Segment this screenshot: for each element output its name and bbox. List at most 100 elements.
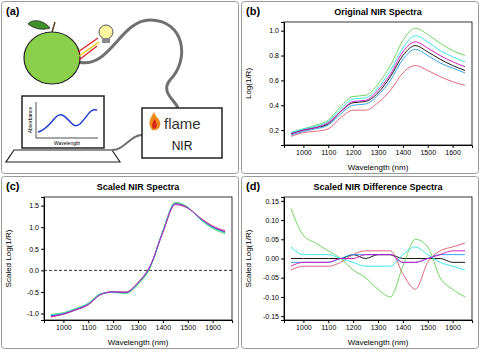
spectrum-line bbox=[291, 247, 465, 270]
flame-logo-outer bbox=[149, 112, 160, 130]
x-tick-label: 1300 bbox=[131, 324, 147, 331]
chart-panel: (c)Scaled NIR Spectra1000110012001300140… bbox=[4, 180, 233, 347]
y-tick: -0.5 bbox=[27, 289, 44, 296]
device-type: NIR bbox=[172, 139, 193, 153]
spectrum-line bbox=[291, 251, 465, 266]
y-tick-label: 0.6 bbox=[269, 77, 279, 84]
y-tick-mark bbox=[41, 227, 44, 228]
series-group bbox=[291, 209, 465, 297]
panel-label: (d) bbox=[246, 180, 260, 192]
y-tick-label: 1.5 bbox=[29, 202, 39, 209]
y-tick: 0.10 bbox=[265, 217, 284, 224]
spectrum-line bbox=[291, 36, 465, 133]
x-axis-title: Wavelength (nm) bbox=[348, 338, 409, 347]
chart-panel: (b)Original NIR Spectra10001100120013001… bbox=[244, 5, 473, 172]
series-group bbox=[291, 28, 465, 136]
x-tick-mark bbox=[303, 145, 304, 148]
chart-panel: (d)Scaled NIR Difference Spectra10001100… bbox=[244, 180, 473, 347]
x-tick-mark bbox=[378, 145, 379, 148]
series-group bbox=[44, 202, 232, 317]
y-tick-label: 0.15 bbox=[265, 198, 279, 205]
y-tick-label: 0.5 bbox=[29, 246, 39, 253]
y-tick-mark bbox=[41, 314, 44, 315]
x-tick: 1100 bbox=[81, 320, 96, 331]
y-tick-label: 0.05 bbox=[265, 236, 279, 243]
x-tick-label: 1200 bbox=[346, 149, 362, 156]
spectrum-line bbox=[291, 49, 465, 135]
y-tick-mark bbox=[281, 130, 284, 131]
panel-frame bbox=[2, 177, 239, 349]
y-tick-label: 0.10 bbox=[265, 217, 279, 224]
spectrum-line bbox=[51, 202, 225, 314]
y-tick-label: -0.5 bbox=[27, 289, 39, 296]
x-tick: 1500 bbox=[420, 145, 436, 156]
y-tick-mark bbox=[281, 278, 284, 279]
reference-line bbox=[44, 270, 232, 271]
x-tick: 1400 bbox=[396, 145, 412, 156]
y-tick-label: -1.0 bbox=[27, 310, 39, 317]
figure-svg: (a)AbsorbanceWavelengthflameNIR(b)Origin… bbox=[0, 0, 480, 350]
y-tick-mark bbox=[41, 206, 44, 207]
screen-axes bbox=[36, 102, 98, 138]
screen-x-label: Wavelength bbox=[54, 140, 80, 146]
panel-label: (a) bbox=[6, 5, 20, 17]
screen-y-label: Absorbance bbox=[27, 106, 33, 133]
y-tick-mark bbox=[41, 270, 44, 271]
x-tick-mark bbox=[88, 320, 89, 323]
x-tick-label: 1100 bbox=[321, 324, 336, 331]
x-axis-line bbox=[285, 146, 473, 149]
spectrum-line bbox=[51, 204, 225, 317]
x-tick-label: 1500 bbox=[420, 149, 436, 156]
figure: (a)AbsorbanceWavelengthflameNIR(b)Origin… bbox=[0, 0, 480, 350]
x-tick: 1600 bbox=[205, 320, 221, 331]
y-tick: -1.0 bbox=[27, 310, 44, 317]
laptop-screen bbox=[22, 96, 104, 148]
light-ray bbox=[79, 46, 97, 60]
x-tick-label: 1400 bbox=[156, 324, 172, 331]
spectrum-line bbox=[51, 204, 225, 316]
x-tick: 1300 bbox=[371, 145, 387, 156]
y-tick-label: 0.2 bbox=[269, 127, 279, 134]
x-tick-mark bbox=[353, 320, 354, 323]
x-tick-mark bbox=[163, 320, 164, 323]
x-tick: 1300 bbox=[371, 320, 387, 331]
y-tick: 0.0 bbox=[29, 267, 44, 274]
x-tick-label: 1100 bbox=[81, 324, 96, 331]
light-ray bbox=[79, 42, 99, 56]
x-tick-mark bbox=[328, 145, 329, 148]
x-tick: 1000 bbox=[296, 145, 312, 156]
x-tick: 1000 bbox=[56, 320, 72, 331]
y-tick-mark bbox=[281, 259, 284, 260]
y-tick: 0.05 bbox=[265, 236, 284, 243]
usb-cable bbox=[112, 135, 142, 150]
x-tick-mark bbox=[353, 145, 354, 148]
apple-leaf bbox=[28, 21, 50, 29]
spectrum-line bbox=[51, 203, 225, 315]
plot-area: 1000110012001300140015001600-1.0-0.50.00… bbox=[27, 197, 233, 331]
y-tick: 0.6 bbox=[269, 77, 284, 84]
panel-frame bbox=[242, 177, 479, 349]
plot-area: 1000110012001300140015001600-0.15-0.10-0… bbox=[263, 197, 472, 331]
y-tick: 0.4 bbox=[269, 102, 284, 109]
panel-frame bbox=[2, 2, 239, 174]
x-tick-label: 1600 bbox=[205, 324, 221, 331]
y-tick-mark bbox=[281, 220, 284, 221]
y-tick: -0.15 bbox=[263, 313, 284, 320]
x-tick-label: 1200 bbox=[106, 324, 122, 331]
x-tick-label: 1600 bbox=[445, 324, 461, 331]
y-tick-label: 0.8 bbox=[269, 52, 279, 59]
spectrum-line bbox=[51, 205, 225, 317]
y-tick-label: 1.0 bbox=[29, 224, 39, 231]
y-tick: 1.0 bbox=[269, 27, 284, 34]
spectrum-line bbox=[291, 28, 465, 132]
panel-label: (c) bbox=[6, 180, 20, 192]
y-axis-title: Scaled Log(1/R) bbox=[244, 229, 253, 287]
x-tick-label: 1400 bbox=[396, 324, 412, 331]
panel-frame bbox=[242, 2, 479, 174]
x-tick-mark bbox=[403, 320, 404, 323]
plot-frame bbox=[44, 197, 232, 320]
apple-stem bbox=[52, 22, 55, 32]
x-tick-label: 1300 bbox=[371, 149, 387, 156]
y-axis-title: Log(1/R) bbox=[244, 68, 253, 99]
x-tick: 1000 bbox=[296, 320, 312, 331]
